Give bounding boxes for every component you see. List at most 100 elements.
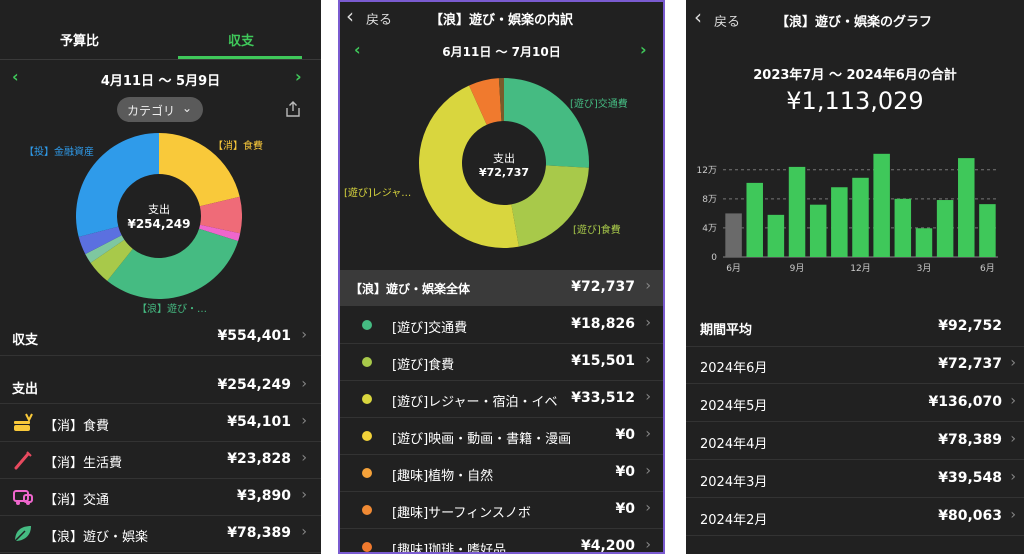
bar-11月[interactable] — [831, 187, 848, 257]
bar-12月[interactable] — [852, 177, 869, 257]
bar-6月[interactable] — [979, 204, 996, 257]
expense-donut-slice-2[interactable] — [199, 224, 241, 242]
subcategory-label: [趣味]植物・自然 — [392, 469, 494, 484]
tab-balance[interactable]: 収支 — [228, 34, 255, 49]
month-amount: ¥39,548 — [938, 470, 1002, 486]
chevron-left-icon: ‹ — [694, 5, 702, 29]
total-amount: ¥1,113,029 — [786, 87, 924, 115]
bar-2月[interactable] — [894, 198, 912, 257]
bar-9月[interactable] — [788, 166, 806, 257]
food-icon — [14, 413, 33, 431]
category-total-amount: ¥72,737 — [571, 279, 635, 295]
chevron-down-icon: ⌄ — [182, 101, 193, 115]
subcategory-row[interactable]: [趣味]サーフィンスノボ ¥0 › — [340, 492, 663, 529]
category-row[interactable]: 【浪】遊び・娯楽 ¥78,389 › — [0, 515, 321, 553]
subcategory-row[interactable]: [趣味]珈琲・嗜好品 ¥4,200 › — [340, 529, 663, 554]
breakdown-donut-slice-3[interactable] — [469, 78, 502, 125]
donut-label-transport: [遊び]交通費 — [570, 99, 628, 110]
leaf-icon — [14, 526, 31, 542]
category-row[interactable]: 【消】食費 ¥54,101 › — [0, 404, 321, 442]
donut-center-label: 支出 — [493, 152, 515, 165]
subcategory-amount: ¥4,200 — [580, 538, 635, 554]
category-row[interactable]: 【消】交通 ¥3,890 › — [0, 478, 321, 516]
next-period-icon[interactable]: › — [640, 40, 647, 59]
bar-3月[interactable] — [915, 228, 933, 257]
month-row[interactable]: 2024年2月 ¥80,063 › — [686, 498, 1024, 536]
category-total-row[interactable]: 【浪】遊び・娯楽全体 ¥72,737 › — [340, 270, 663, 306]
bar-1月[interactable] — [873, 153, 890, 257]
tab-budget[interactable]: 予算比 — [60, 34, 100, 49]
subcategory-row[interactable]: [遊び]映画・動画・書籍・漫画 ¥0 › — [340, 418, 663, 455]
chevron-right-icon: › — [645, 315, 651, 331]
bar-5月[interactable] — [958, 158, 975, 257]
category-dropdown[interactable]: カテゴリ ⌄ — [117, 97, 203, 122]
bar-7月[interactable] — [746, 182, 763, 257]
breakdown-donut-slice-0[interactable] — [504, 78, 589, 168]
expense-donut-slice-5[interactable] — [85, 235, 125, 263]
donut-center-value: ¥72,737 — [478, 166, 530, 179]
month-amount: ¥72,737 — [938, 356, 1002, 372]
bar-8月[interactable] — [767, 214, 785, 257]
expense-row[interactable]: 支出 ¥254,249 › — [0, 370, 321, 404]
subcategory-label: [趣味]サーフィンスノボ — [392, 506, 531, 521]
back-label: 戻る — [714, 15, 741, 30]
breakdown-donut-slice-1[interactable] — [511, 165, 589, 247]
bar-6月[interactable] — [725, 213, 742, 257]
donut-center-label: 支出 — [148, 203, 170, 216]
expense-donut-slice-3[interactable] — [107, 228, 239, 299]
month-row[interactable]: 2024年6月 ¥72,737 › — [686, 346, 1024, 384]
share-icon[interactable] — [284, 100, 302, 118]
subcategory-label: [遊び]交通費 — [392, 321, 468, 336]
breakdown-donut-slice-4[interactable] — [498, 78, 504, 122]
subcategory-amount: ¥18,826 — [571, 316, 635, 332]
subcategory-row[interactable]: [遊び]交通費 ¥18,826 › — [340, 307, 663, 344]
page-title: 【浪】遊び・娯楽の内訳 — [429, 13, 573, 28]
category-dropdown-label: カテゴリ — [127, 104, 176, 118]
subcategory-label: [遊び]食費 — [392, 358, 455, 373]
transport-icon — [13, 490, 33, 505]
subcategory-amount: ¥0 — [615, 501, 635, 517]
period-label: 4月11日 ～ 5月9日 — [100, 74, 221, 89]
subcategory-label: [遊び]映画・動画・書籍・漫画 — [392, 432, 572, 447]
expense-donut-chart — [76, 133, 242, 299]
donut-label-asset: 【投】金融資産 — [24, 147, 94, 158]
average-amount: ¥92,752 — [938, 318, 1002, 334]
prev-period-icon[interactable]: ‹ — [354, 40, 361, 59]
expense-donut-slice-1[interactable] — [199, 196, 242, 234]
subcategory-row[interactable]: [趣味]植物・自然 ¥0 › — [340, 455, 663, 492]
expense-donut-slice-0[interactable] — [159, 133, 240, 207]
subcategory-row[interactable]: [遊び]食費 ¥15,501 › — [340, 344, 663, 381]
subcategory-amount: ¥0 — [615, 427, 635, 443]
expense-row-amount: ¥254,249 — [217, 377, 291, 393]
donut-label-food: [遊び]食費 — [573, 225, 621, 236]
prev-period-icon[interactable]: ‹ — [12, 67, 19, 86]
category-label: 【浪】遊び・娯楽 — [44, 530, 149, 545]
category-total-label: 【浪】遊び・娯楽全体 — [350, 282, 471, 296]
category-row[interactable]: 【消】生活費 ¥23,828 › — [0, 441, 321, 479]
balance-row[interactable]: 収支 ¥554,401 › — [0, 320, 321, 356]
month-label: 2024年4月 — [700, 437, 768, 452]
back-label: 戻る — [366, 13, 393, 28]
chevron-left-icon: ‹ — [346, 4, 354, 28]
category-amount: ¥23,828 — [227, 451, 291, 467]
chevron-right-icon: › — [1010, 469, 1016, 485]
expense-donut-slice-7[interactable] — [76, 133, 159, 237]
donut-label-leisure: [遊び]レジャ… — [344, 188, 412, 199]
chevron-right-icon: › — [645, 463, 651, 479]
subcategory-color-dot — [362, 431, 372, 441]
month-row[interactable]: 2024年4月 ¥78,389 › — [686, 422, 1024, 460]
expense-donut-slice-4[interactable] — [90, 239, 133, 281]
month-row[interactable]: 2024年3月 ¥39,548 › — [686, 460, 1024, 498]
bar-10月[interactable] — [809, 204, 827, 257]
breakdown-donut-slice-2[interactable] — [419, 85, 519, 248]
month-row[interactable]: 2024年5月 ¥136,070 › — [686, 384, 1024, 422]
subcategory-color-dot — [362, 357, 372, 367]
breakdown-donut-chart — [419, 78, 589, 248]
x-tick-label: 9月 — [790, 263, 805, 274]
bar-4月[interactable] — [936, 200, 954, 257]
subcategory-row[interactable]: [遊び]レジャー・宿泊・イベ ¥33,512 › — [340, 381, 663, 418]
y-tick-label: 8万 — [702, 195, 717, 205]
subcategory-amount: ¥33,512 — [571, 390, 635, 406]
expense-donut-slice-6[interactable] — [78, 226, 122, 255]
next-period-icon[interactable]: › — [295, 67, 302, 86]
